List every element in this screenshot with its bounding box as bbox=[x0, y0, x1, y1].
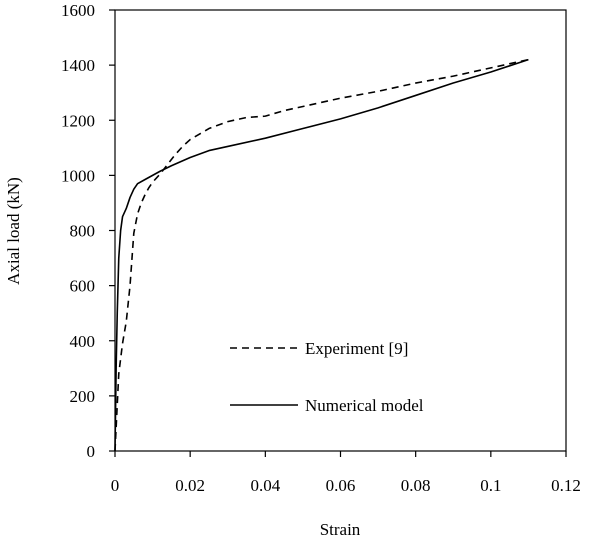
y-tick-label: 200 bbox=[70, 387, 96, 406]
legend-label-numerical: Numerical model bbox=[305, 396, 424, 415]
y-axis-title: Axial load (kN) bbox=[4, 177, 23, 285]
x-tick-label: 0.08 bbox=[401, 476, 431, 495]
x-tick-label: 0.02 bbox=[175, 476, 205, 495]
y-axis-ticks: 0 200 400 600 800 1000 1200 1400 1600 bbox=[61, 1, 115, 461]
y-tick-label: 1600 bbox=[61, 1, 95, 20]
x-tick-label: 0.04 bbox=[250, 476, 280, 495]
legend: Experiment [9] Numerical model bbox=[230, 339, 424, 415]
y-tick-label: 1000 bbox=[61, 166, 95, 185]
x-axis-title: Strain bbox=[320, 520, 361, 539]
y-tick-label: 0 bbox=[87, 442, 96, 461]
series-line-experiment bbox=[114, 58, 529, 452]
y-tick-label: 400 bbox=[70, 332, 96, 351]
legend-label-experiment: Experiment [9] bbox=[305, 339, 408, 358]
x-tick-label: 0.06 bbox=[326, 476, 356, 495]
series-group bbox=[114, 58, 529, 452]
x-tick-label: 0 bbox=[111, 476, 120, 495]
x-tick-label: 0.1 bbox=[480, 476, 501, 495]
y-tick-label: 600 bbox=[70, 277, 96, 296]
y-tick-label: 1200 bbox=[61, 111, 95, 130]
series-line-numerical-model bbox=[114, 58, 529, 452]
x-tick-label: 0.12 bbox=[551, 476, 581, 495]
x-axis-ticks: 0 0.02 0.04 0.06 0.08 0.1 0.12 bbox=[111, 451, 581, 495]
plot-area bbox=[114, 9, 567, 452]
y-tick-label: 1400 bbox=[61, 56, 95, 75]
y-tick-label: 800 bbox=[70, 222, 96, 241]
